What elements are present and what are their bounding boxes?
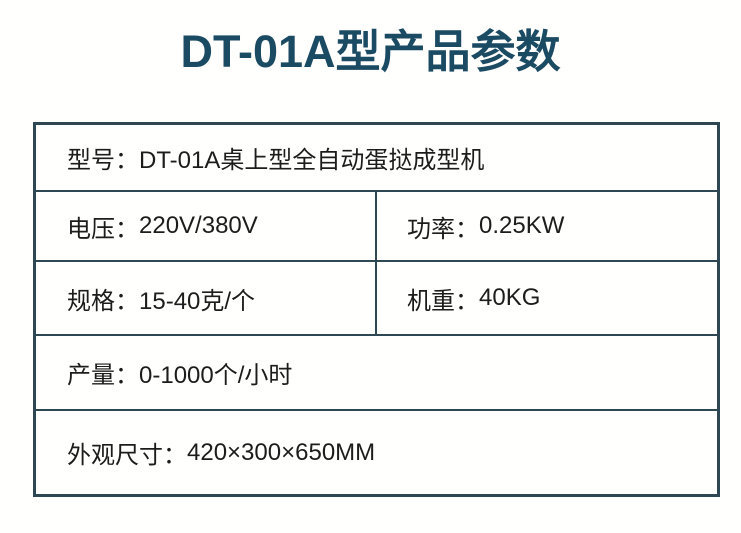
spec-cell-weight: 机重： 40KG [377,262,717,334]
spec-cell-model: 型号： DT-01A桌上型全自动蛋挞成型机 [36,125,717,190]
spec-cell-voltage: 电压： 220V/380V [36,192,377,260]
spec-table: 型号： DT-01A桌上型全自动蛋挞成型机 电压： 220V/380V 功率： … [33,122,720,497]
spec-value: 220V/380V [139,212,258,239]
spec-cell-dimensions: 外观尺寸： 420×300×650MM [36,411,717,494]
spec-label: 机重： [407,287,479,315]
spec-label: 电压： [67,215,139,243]
table-row: 产量： 0-1000个/小时 [36,336,717,411]
spec-label: 产量： [67,362,139,389]
page-title: DT-01A型产品参数 [180,26,561,77]
table-row: 规格： 15-40克/个 机重： 40KG [36,262,717,336]
table-row: 外观尺寸： 420×300×650MM [36,411,717,494]
spec-value: 0.25KW [479,212,565,239]
spec-label: 功率： [407,215,479,243]
spec-value: 420×300×650MM [187,438,376,466]
spec-value: 15-40克/个 [139,287,256,315]
spec-label: 型号： [67,147,139,174]
table-row: 型号： DT-01A桌上型全自动蛋挞成型机 [36,125,717,192]
spec-label: 外观尺寸： [67,442,187,469]
spec-value: DT-01A桌上型全自动蛋挞成型机 [139,147,485,174]
spec-label: 规格： [67,287,139,315]
spec-cell-specification: 规格： 15-40克/个 [36,262,377,334]
spec-cell-output: 产量： 0-1000个/小时 [36,336,717,409]
spec-cell-power: 功率： 0.25KW [377,192,717,260]
table-row: 电压： 220V/380V 功率： 0.25KW [36,192,717,262]
spec-value: 40KG [479,284,541,311]
spec-value: 0-1000个/小时 [139,362,293,389]
